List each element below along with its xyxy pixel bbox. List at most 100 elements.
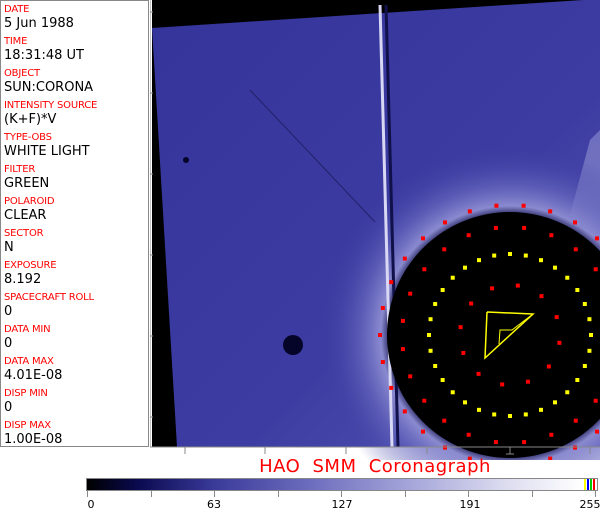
red-cross-marker <box>389 280 394 285</box>
field-value: CLEAR <box>4 208 47 223</box>
colorbar-tick <box>468 491 469 497</box>
field-value: SUN:CORONA <box>4 80 94 95</box>
colorbar-tick <box>404 491 406 497</box>
colorbar <box>86 478 598 491</box>
colorbar-tick <box>531 491 533 497</box>
colorbar-label: 63 <box>207 498 221 511</box>
overlay-markers <box>378 203 599 460</box>
field-label: DISP MIN <box>4 388 48 399</box>
field-value: 4.01E-08 <box>4 368 63 383</box>
header-field: EXPOSURE 8.192 <box>4 260 57 288</box>
field-label: DATE <box>4 4 30 15</box>
red-marker <box>493 225 498 230</box>
field-value: 0 <box>4 304 13 319</box>
red-cross-marker <box>573 220 577 225</box>
red-marker <box>573 247 578 252</box>
colorbar-reserved-blue <box>587 479 589 490</box>
yellow-marker <box>587 317 592 322</box>
colorbar-label: 0 <box>87 498 95 511</box>
yellow-marker <box>575 287 580 292</box>
red-cross-marker <box>421 236 426 241</box>
coronagraph-image[interactable] <box>150 0 600 460</box>
header-field: POLAROID CLEAR <box>4 196 55 224</box>
field-label: EXPOSURE <box>4 260 57 271</box>
red-marker <box>573 418 578 423</box>
header-field: SPACECRAFT ROLL 0 <box>4 292 94 320</box>
red-marker <box>408 291 413 296</box>
colorbar-tick <box>341 491 342 497</box>
colorbar-reserved-yellow <box>584 479 586 490</box>
colorbar-label: 191 <box>459 498 481 511</box>
colorbar-label: 127 <box>331 498 353 511</box>
red-marker <box>554 315 559 320</box>
header-field: TIME 18:31:48 UT <box>4 36 84 64</box>
colorbar-tick <box>595 491 596 497</box>
field-label: INTENSITY SOURCE <box>4 100 98 111</box>
red-marker <box>461 350 466 355</box>
field-value: GREEN <box>4 176 50 191</box>
colorbar-label: 255 <box>579 498 600 511</box>
red-cross-marker <box>402 256 407 261</box>
yellow-marker <box>582 363 587 368</box>
field-label: DATA MAX <box>4 356 54 367</box>
colorbar-tick <box>277 491 279 497</box>
plot-title: HAO SMM Coronagraph <box>259 456 491 477</box>
field-value: 0 <box>4 336 13 351</box>
yellow-marker <box>523 253 528 258</box>
yellow-marker <box>553 400 558 405</box>
yellow-marker <box>582 302 587 307</box>
red-cross-marker <box>573 445 577 450</box>
yellow-marker <box>440 378 445 383</box>
yellow-marker <box>433 363 438 368</box>
field-label: DISP MAX <box>4 420 51 431</box>
header-field: FILTER GREEN <box>4 164 49 192</box>
field-label: SPACECRAFT ROLL <box>4 292 94 303</box>
red-marker <box>490 286 495 291</box>
field-label: DATA MIN <box>4 324 51 335</box>
header-field: SECTOR N <box>4 228 44 256</box>
colorbar-tick <box>150 491 152 497</box>
yellow-marker <box>477 258 482 263</box>
colorbar-reserved-red <box>593 479 595 490</box>
field-value: 18:31:48 UT <box>4 48 84 63</box>
yellow-marker <box>427 333 431 337</box>
red-marker <box>442 418 447 423</box>
yellow-marker <box>462 265 467 270</box>
yellow-marker <box>589 333 593 337</box>
red-marker <box>557 340 562 345</box>
red-cross-marker <box>389 385 394 390</box>
field-value: 8.192 <box>4 272 42 287</box>
red-marker <box>466 432 471 437</box>
header-info-panel: DATE 5 Jun 1988 TIME 18:31:48 UT OBJECT SUN:C… <box>0 0 149 447</box>
red-cross-marker <box>443 445 447 450</box>
yellow-marker <box>450 275 455 280</box>
header-field: DATA MAX 4.01E-08 <box>4 356 62 384</box>
yellow-marker <box>538 258 543 263</box>
field-value: 1.00E-08 <box>4 432 63 447</box>
red-marker <box>515 283 520 288</box>
field-label: OBJECT <box>4 68 40 79</box>
yellow-marker <box>508 252 512 256</box>
header-field: DATA MIN 0 <box>4 324 51 352</box>
yellow-marker <box>575 378 580 383</box>
header-field: DATE 5 Jun 1988 <box>4 4 74 32</box>
red-cross-marker <box>548 456 553 460</box>
yellow-marker <box>450 390 455 395</box>
red-cross-marker <box>548 209 553 214</box>
header-field: DISP MIN 0 <box>4 388 48 416</box>
dust-spot <box>283 335 303 355</box>
red-marker <box>549 432 554 437</box>
field-label: TIME <box>4 36 28 47</box>
colorbar-tick <box>214 491 215 497</box>
yellow-marker <box>428 348 433 353</box>
red-marker <box>466 233 471 238</box>
field-label: TYPE-OBS <box>4 132 52 143</box>
red-cross-marker <box>421 429 426 434</box>
red-cross-marker <box>594 236 599 241</box>
yellow-marker <box>508 414 512 418</box>
red-marker <box>400 347 405 352</box>
red-cross-marker <box>594 429 599 434</box>
occulter-disk <box>387 212 600 458</box>
dust-spot <box>183 157 189 163</box>
red-cross-marker <box>467 456 472 460</box>
